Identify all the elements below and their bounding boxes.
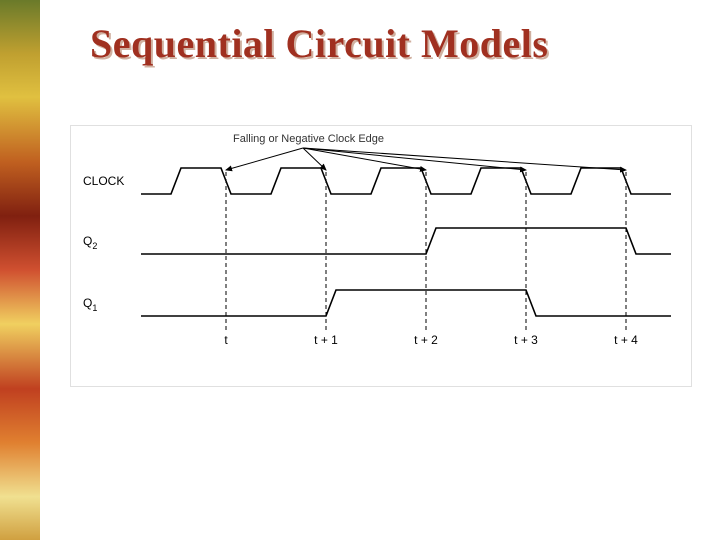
- clock-waveform: [141, 168, 671, 194]
- signal-label: Q2: [83, 234, 97, 251]
- signal-waveform: [141, 290, 671, 316]
- caption-text: Falling or Negative Clock Edge: [233, 133, 384, 145]
- timing-diagram-svg: Falling or Negative Clock Edge t t + 1 t + …: [71, 126, 691, 386]
- decorative-left-strip: [0, 0, 40, 540]
- time-label: t + 3: [514, 333, 538, 347]
- signal-label: CLOCK: [83, 174, 124, 188]
- time-label: t + 4: [614, 333, 638, 347]
- time-label: t + 2: [414, 333, 438, 347]
- time-label: t: [224, 333, 228, 347]
- page-title: Sequential Circuit Models: [90, 20, 548, 67]
- signal-waveform: [141, 228, 671, 254]
- timing-diagram: Falling or Negative Clock Edge t t + 1 t + …: [70, 125, 692, 387]
- time-label: t + 1: [314, 333, 338, 347]
- signal-label: Q1: [83, 296, 97, 313]
